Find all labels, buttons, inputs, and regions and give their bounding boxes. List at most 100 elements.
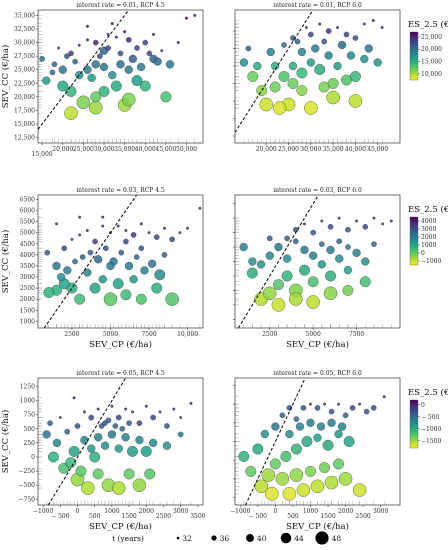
x-tick-label: 20,000: [52, 146, 73, 153]
plot-frame: [37, 9, 204, 144]
y-tick-label: −250: [19, 468, 36, 475]
data-point: [309, 402, 312, 406]
y-tick-label: 5500: [20, 219, 35, 226]
data-point: [338, 472, 353, 486]
data-point: [300, 245, 309, 255]
data-point: [162, 226, 166, 230]
data-point: [371, 19, 375, 22]
data-point: [342, 284, 354, 296]
data-point: [94, 433, 103, 442]
legend-label: 48: [332, 534, 342, 543]
data-point: [343, 31, 350, 38]
data-point: [57, 272, 66, 282]
panels-layer: interest rate = 0.01, RCP 4.520,000 25,00…: [0, 2, 448, 532]
data-point: [135, 293, 147, 305]
colorbar: [409, 31, 419, 81]
panel-title: interest rate = 0.03, RCP 6.0: [273, 187, 362, 194]
x-axis-label: SEV_CP (€/ha): [286, 339, 349, 350]
data-point: [245, 45, 252, 52]
y-tick-label: −500: [19, 482, 36, 489]
y-tick-label: 30,000: [14, 40, 35, 47]
colorbar-tick-label: 25,000: [421, 34, 442, 41]
colorbar: [409, 399, 419, 449]
data-point: [39, 56, 45, 62]
data-point: [337, 40, 347, 50]
data-point: [78, 233, 82, 237]
y-tick-label: 500: [24, 426, 36, 433]
data-point: [64, 53, 70, 59]
data-point: [179, 416, 183, 419]
colorbar-title: ES_2.5 (€/ha): [408, 204, 448, 215]
data-point: [261, 468, 276, 482]
y-tick-label: 25,000: [14, 67, 35, 74]
data-point: [323, 402, 326, 406]
data-point: [253, 61, 262, 71]
data-point: [153, 57, 162, 66]
y-tick-label: 4000: [20, 252, 35, 259]
identity-line: [235, 10, 314, 133]
data-point: [327, 78, 339, 89]
legend-label: 36: [220, 534, 230, 543]
y-tick-label: 1250: [20, 383, 35, 390]
data-point: [292, 226, 299, 233]
data-point: [198, 206, 202, 210]
colorbar-tick-label: 1000: [421, 242, 436, 249]
data-point: [262, 286, 277, 301]
data-point: [314, 64, 326, 75]
data-point: [121, 433, 130, 442]
y-tick-label: 3500: [20, 263, 35, 270]
data-point: [296, 85, 308, 96]
x-tick-label: 40,000: [135, 146, 156, 153]
data-point: [165, 60, 175, 69]
data-point: [58, 416, 62, 419]
data-point: [105, 45, 111, 51]
x-tick-label: 500: [287, 513, 299, 520]
data-point: [96, 407, 100, 411]
data-point: [239, 58, 249, 67]
legend-marker: [246, 534, 254, 542]
data-point: [43, 287, 55, 298]
x-tick-label: 2000: [139, 508, 154, 515]
data-point: [373, 58, 382, 67]
x-tick-label: 7500: [141, 331, 156, 338]
data-point: [295, 422, 305, 431]
x-tick-label: 1000: [303, 508, 318, 515]
data-point: [161, 252, 168, 258]
data-point: [343, 436, 355, 447]
data-point: [239, 242, 248, 252]
data-point: [342, 412, 349, 419]
data-point: [63, 266, 72, 275]
identity-line: [38, 10, 130, 130]
data-point: [178, 231, 182, 235]
data-point: [323, 286, 338, 301]
colorbar-title: ES_2.5 (€/ha): [408, 387, 448, 398]
rug-marks: [235, 217, 392, 328]
data-point: [252, 443, 264, 455]
data-point: [327, 224, 334, 230]
data-point: [136, 420, 143, 426]
data-point: [126, 420, 132, 426]
data-point: [116, 60, 125, 69]
data-point: [80, 435, 89, 445]
data-point: [272, 279, 284, 291]
colorbar: [409, 216, 419, 266]
y-tick-label: 27,500: [14, 53, 35, 60]
data-point: [146, 50, 153, 57]
data-point: [380, 26, 384, 29]
x-tick-label: 1000: [104, 508, 119, 515]
data-point: [75, 71, 84, 80]
data-point: [92, 39, 99, 46]
x-tick-label: 1500: [121, 513, 136, 520]
data-point: [334, 429, 343, 439]
data-point: [282, 254, 292, 263]
data-point: [186, 226, 190, 230]
y-axis-label: SEV_CC (€/ha): [0, 410, 11, 474]
colorbar-tick-label: 4000: [421, 218, 436, 225]
data-point: [123, 30, 127, 34]
data-point: [139, 80, 151, 92]
data-point: [352, 248, 361, 257]
data-point: [333, 458, 344, 470]
data-point: [52, 438, 62, 448]
data-point: [381, 222, 385, 226]
x-tick-label: 25,000: [278, 146, 299, 153]
